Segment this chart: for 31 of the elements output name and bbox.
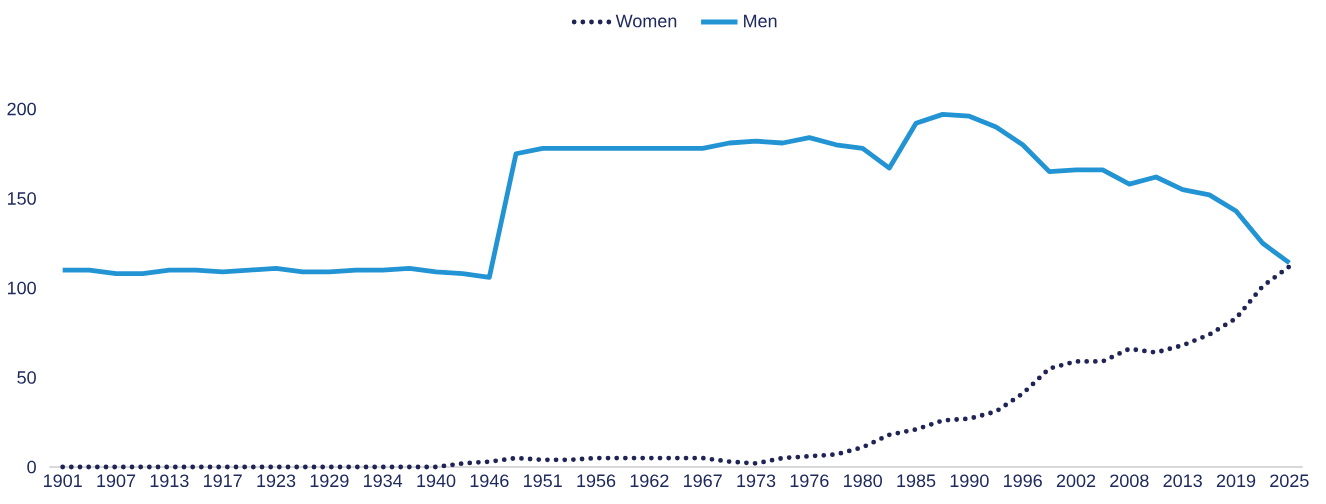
x-tick-label: 1956 [577,474,616,488]
x-tick-label: 1934 [364,474,403,488]
x-tick-label: 1901 [44,474,82,488]
x-tick-label: 1929 [310,474,349,488]
y-tick-label: 200 [7,102,36,116]
x-tick-label: 1980 [844,474,882,488]
x-tick-label: 1917 [204,474,242,488]
x-tick-label: 1923 [257,474,296,488]
x-tick-label: 1967 [684,474,722,488]
y-tick-label: 0 [27,460,36,474]
x-tick-label: 2013 [1163,474,1202,488]
x-tick-label: 1990 [950,474,989,488]
x-tick-label: 1996 [1004,474,1042,488]
y-tick-label: 150 [7,192,36,205]
x-tick-label: 1907 [97,474,136,488]
y-tick-label: 50 [17,371,36,384]
y-tick-label: 100 [7,281,36,295]
x-tick-label: 1940 [417,474,456,488]
legend-label: Men [744,14,777,28]
x-tick-label: 1985 [897,474,936,488]
x-tick-label: 1946 [470,474,509,488]
x-tick-label: 1962 [630,474,669,488]
x-tick-label: 2019 [1216,474,1256,488]
x-tick-label: 1913 [150,474,189,488]
x-tick-label: 1973 [737,474,776,488]
x-tick-label: 1951 [524,474,562,488]
x-tick-label: 2008 [1110,474,1149,488]
x-tick-label: 2002 [1056,474,1096,488]
legend-label: Women [615,14,677,28]
x-tick-label: 2025 [1270,474,1309,488]
x-tick-label: 1976 [790,474,829,488]
